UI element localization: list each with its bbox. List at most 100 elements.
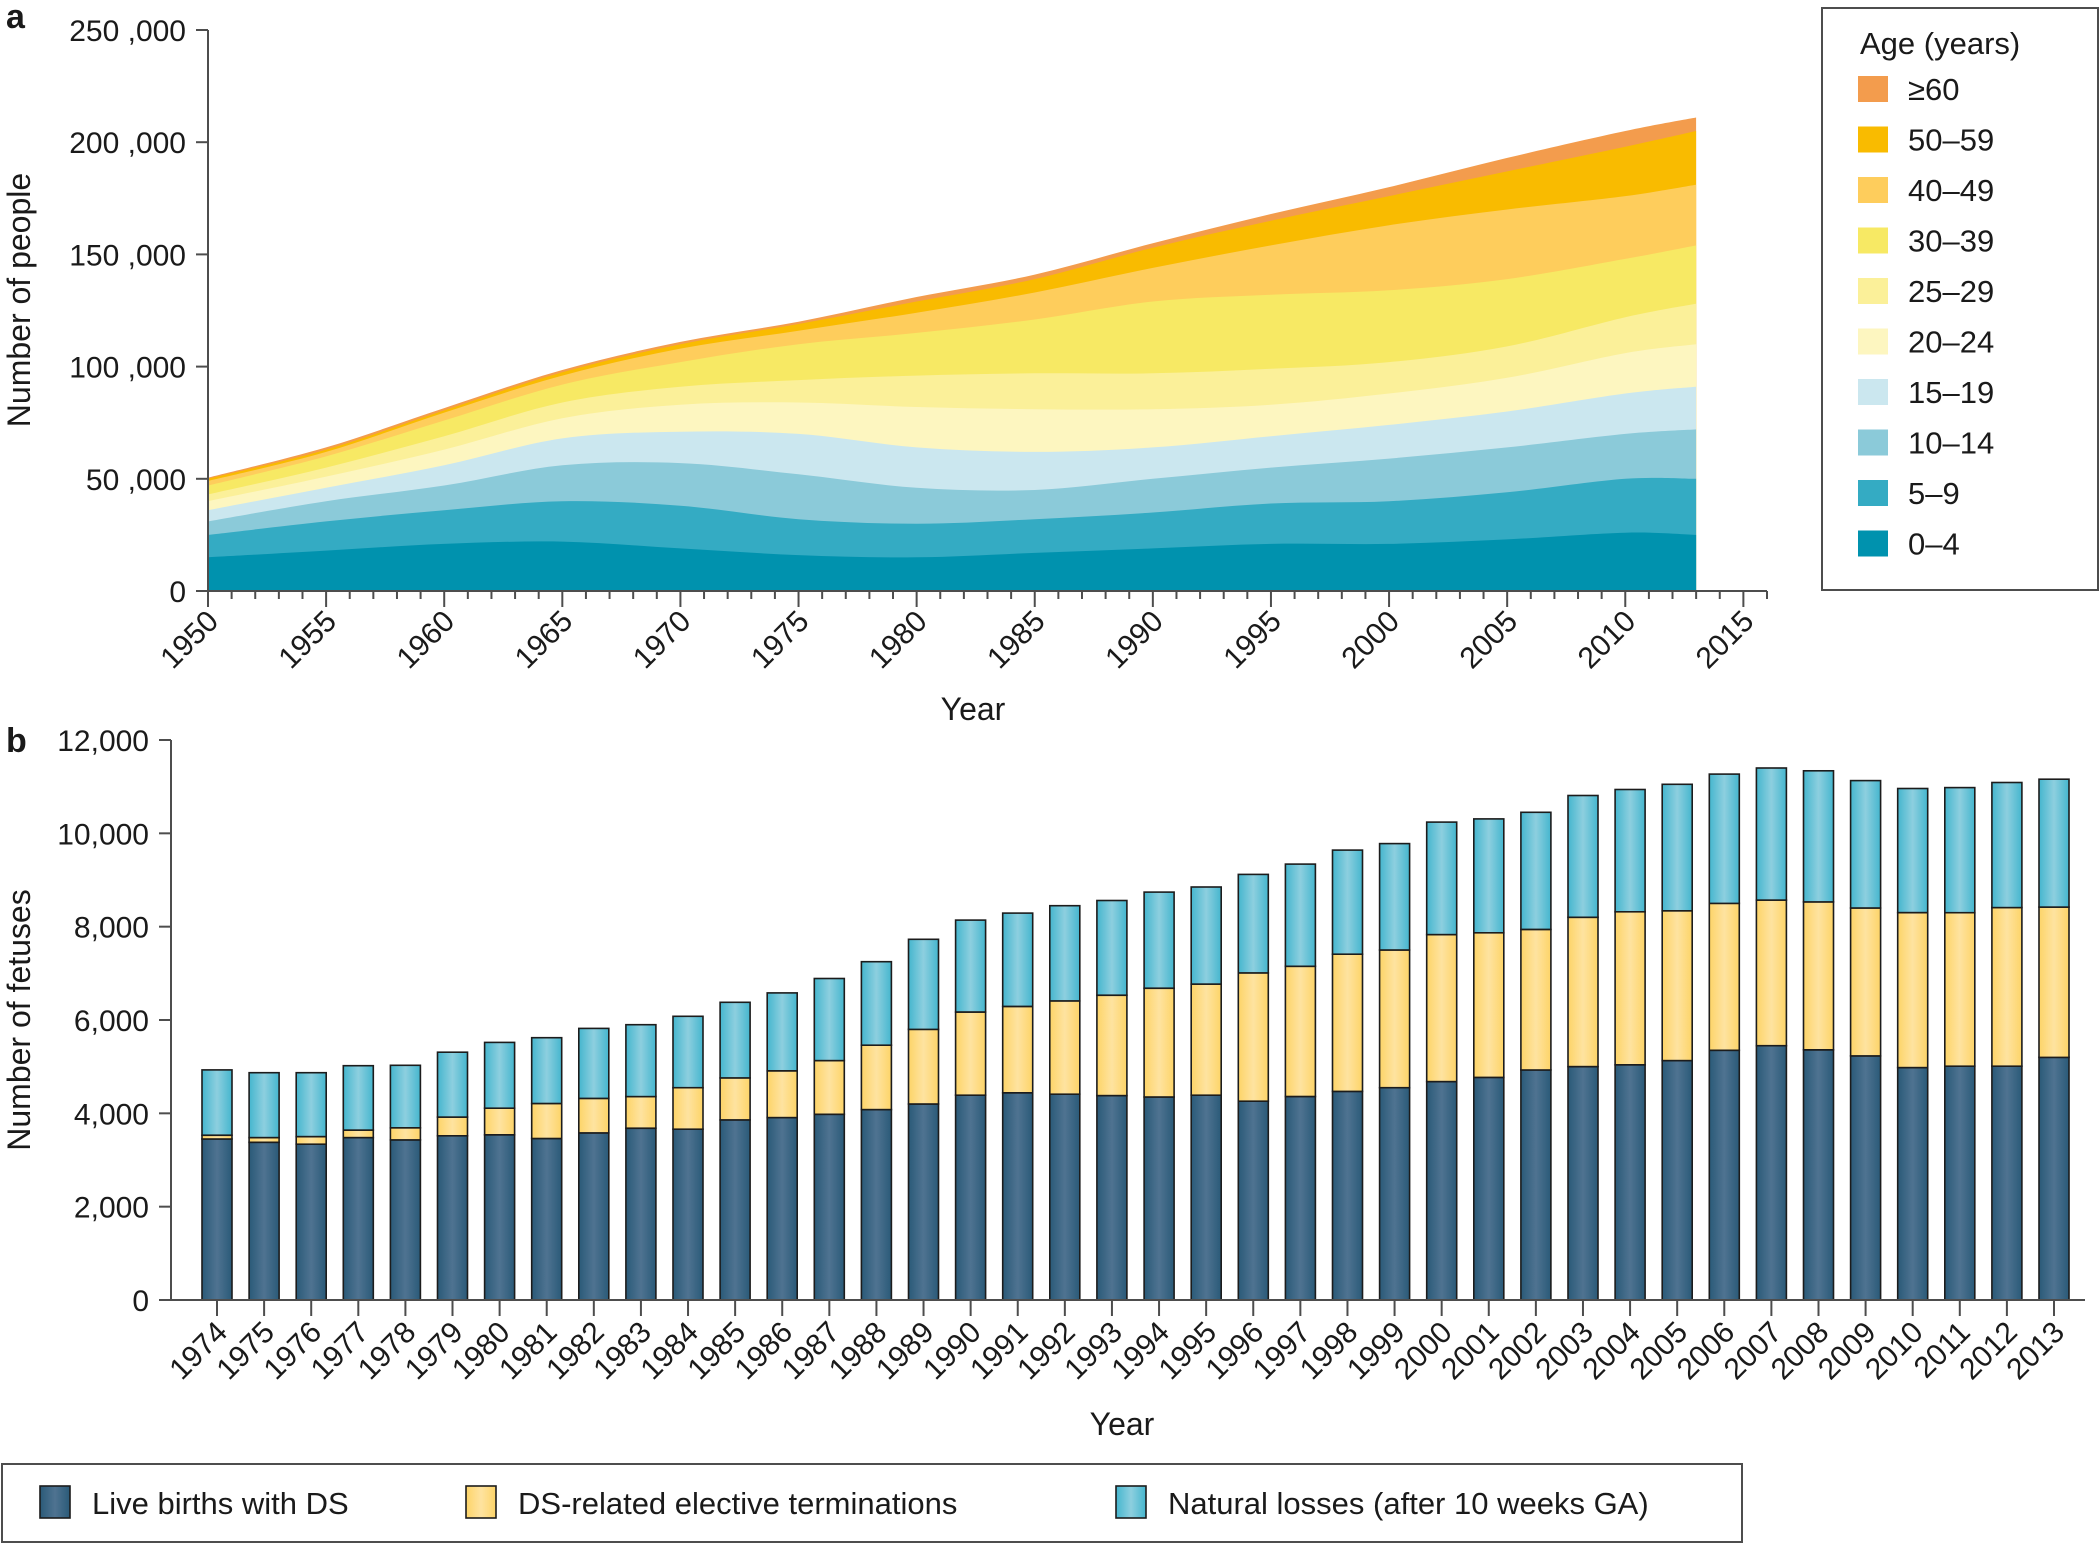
bar-segment-1998-2 bbox=[1331, 849, 1364, 955]
bar-segment-1980-2 bbox=[483, 1041, 516, 1110]
bar-segment-1979-0 bbox=[436, 1134, 469, 1301]
bar-segment-1992-1 bbox=[1049, 1000, 1081, 1096]
bar-segment-1977-1 bbox=[342, 1129, 375, 1139]
legend-label: 50–59 bbox=[1908, 123, 1994, 158]
panel-a-areas bbox=[208, 117, 1697, 592]
bar-segment-1999-1 bbox=[1378, 949, 1411, 1089]
legend-swatch bbox=[1858, 177, 1888, 203]
bar-segment-2012-1 bbox=[1991, 906, 2023, 1067]
bar-segment-1977-2 bbox=[342, 1064, 375, 1131]
y-tick-label: 150 ,000 bbox=[69, 239, 186, 272]
bar-segment-1990-2 bbox=[954, 919, 987, 1013]
bar-segment-1990-1 bbox=[954, 1011, 987, 1096]
bar-segment-2007-1 bbox=[1755, 899, 1788, 1047]
y-tick-label: 8,000 bbox=[74, 912, 149, 945]
bar-segment-1986-1 bbox=[766, 1070, 799, 1119]
bar-segment-1995-0 bbox=[1190, 1094, 1222, 1301]
bar-segment-2004-1 bbox=[1614, 910, 1646, 1066]
bar-segment-1993-2 bbox=[1096, 899, 1128, 996]
x-tick-label: 1955 bbox=[273, 605, 344, 676]
bar-segment-1988-1 bbox=[860, 1044, 893, 1111]
legend-swatch bbox=[1858, 530, 1888, 557]
bar-segment-1986-0 bbox=[766, 1116, 799, 1301]
bar-segment-1987-0 bbox=[813, 1113, 846, 1301]
bar-segment-1985-0 bbox=[719, 1119, 751, 1301]
panel-b-bar-chart: b 02,0004,0006,0008,00010,00012,00019741… bbox=[1, 722, 2085, 1543]
bar-segment-1981-1 bbox=[530, 1102, 563, 1140]
panel-b-x-axis-title: Year bbox=[1090, 1406, 1155, 1442]
bar-segment-1976-0 bbox=[295, 1143, 328, 1301]
bar-segment-1995-2 bbox=[1190, 886, 1222, 985]
legend-swatch bbox=[1858, 278, 1888, 304]
legend-swatch bbox=[39, 1485, 71, 1519]
panel-a-y-axis-title: Number of people bbox=[1, 173, 37, 427]
legend-swatch bbox=[1858, 429, 1888, 456]
legend-swatch bbox=[1858, 76, 1888, 102]
bar-segment-2006-0 bbox=[1708, 1049, 1741, 1301]
bar-segment-1991-2 bbox=[1001, 912, 1034, 1008]
bar-segment-2000-2 bbox=[1425, 821, 1458, 936]
bar-segment-1978-1 bbox=[389, 1127, 422, 1141]
bar-segment-1989-0 bbox=[907, 1103, 940, 1301]
bar-segment-1992-0 bbox=[1049, 1093, 1081, 1301]
bar-segment-2002-0 bbox=[1520, 1069, 1552, 1301]
bar-segment-2005-0 bbox=[1661, 1059, 1693, 1301]
y-tick-label: 4,000 bbox=[74, 1098, 149, 1131]
legend-label: Natural losses (after 10 weeks GA) bbox=[1168, 1486, 1649, 1521]
legend-label: 40–49 bbox=[1908, 173, 1994, 208]
bar-segment-1992-2 bbox=[1049, 904, 1081, 1002]
legend-swatch bbox=[1858, 126, 1888, 153]
bar-segment-1991-1 bbox=[1001, 1005, 1034, 1094]
bar-segment-2004-0 bbox=[1614, 1064, 1646, 1301]
y-tick-label: 2,000 bbox=[74, 1192, 149, 1225]
x-tick-label: 2000 bbox=[1335, 605, 1406, 676]
bar-segment-1974-0 bbox=[201, 1138, 233, 1301]
bar-segment-2010-1 bbox=[1896, 911, 1929, 1069]
x-tick-label: 1970 bbox=[627, 605, 698, 676]
bar-segment-1977-0 bbox=[342, 1136, 375, 1301]
legend-label: 0–4 bbox=[1908, 527, 1960, 562]
bar-segment-2006-2 bbox=[1708, 773, 1741, 905]
bar-segment-2010-0 bbox=[1896, 1066, 1929, 1301]
bar-segment-1975-2 bbox=[248, 1071, 280, 1139]
area-series-0-4 bbox=[208, 532, 1697, 591]
bar-segment-2003-1 bbox=[1567, 916, 1599, 1068]
panel-b-legend: Live births with DS DS-related elective t… bbox=[1, 1463, 1743, 1543]
panel-a-letter: a bbox=[6, 0, 26, 36]
bar-segment-1999-0 bbox=[1378, 1086, 1411, 1301]
bar-segment-1999-2 bbox=[1378, 842, 1411, 951]
x-tick-label: 1995 bbox=[1217, 605, 1288, 676]
y-tick-label: 10,000 bbox=[57, 818, 149, 851]
legend-swatch bbox=[1858, 379, 1888, 405]
bar-segment-1990-0 bbox=[954, 1094, 987, 1301]
bar-segment-2001-2 bbox=[1473, 818, 1505, 934]
legend-swatch bbox=[1858, 328, 1888, 355]
legend-label: DS-related elective terminations bbox=[518, 1486, 957, 1521]
bar-segment-1984-0 bbox=[672, 1128, 704, 1301]
bar-segment-1997-1 bbox=[1284, 965, 1317, 1098]
bar-segment-1987-1 bbox=[813, 1059, 846, 1116]
legend-swatch bbox=[465, 1485, 497, 1519]
y-tick-label: 100 ,000 bbox=[69, 352, 186, 385]
panel-b-bars bbox=[201, 767, 2070, 1301]
x-tick-label: 1985 bbox=[981, 605, 1052, 676]
bar-segment-1997-2 bbox=[1284, 863, 1317, 968]
bar-segment-1993-1 bbox=[1096, 994, 1128, 1097]
bar-segment-2011-1 bbox=[1944, 911, 1976, 1068]
bar-segment-2013-2 bbox=[2038, 778, 2070, 908]
bar-segment-1976-2 bbox=[295, 1071, 328, 1138]
bar-segment-1994-0 bbox=[1143, 1096, 1175, 1301]
bar-segment-2007-2 bbox=[1755, 767, 1788, 901]
bar-segment-2006-1 bbox=[1708, 902, 1741, 1052]
y-tick-label: 12,000 bbox=[57, 725, 149, 758]
bar-segment-1993-0 bbox=[1096, 1094, 1128, 1301]
bar-segment-2002-2 bbox=[1520, 811, 1552, 931]
bar-segment-1988-2 bbox=[860, 960, 893, 1047]
panel-a-area-chart: a 0 50 ,000 100 ,000 150 ,000 200 ,000 250 ,0… bbox=[1, 0, 2099, 727]
bar-segment-1983-2 bbox=[625, 1023, 657, 1098]
panel-b-y-axis-title: Number of fetuses bbox=[1, 889, 37, 1150]
bar-segment-1996-1 bbox=[1237, 972, 1270, 1103]
bar-segment-1985-1 bbox=[719, 1077, 751, 1121]
bar-segment-2002-1 bbox=[1520, 928, 1552, 1071]
bar-segment-1987-2 bbox=[813, 977, 846, 1062]
